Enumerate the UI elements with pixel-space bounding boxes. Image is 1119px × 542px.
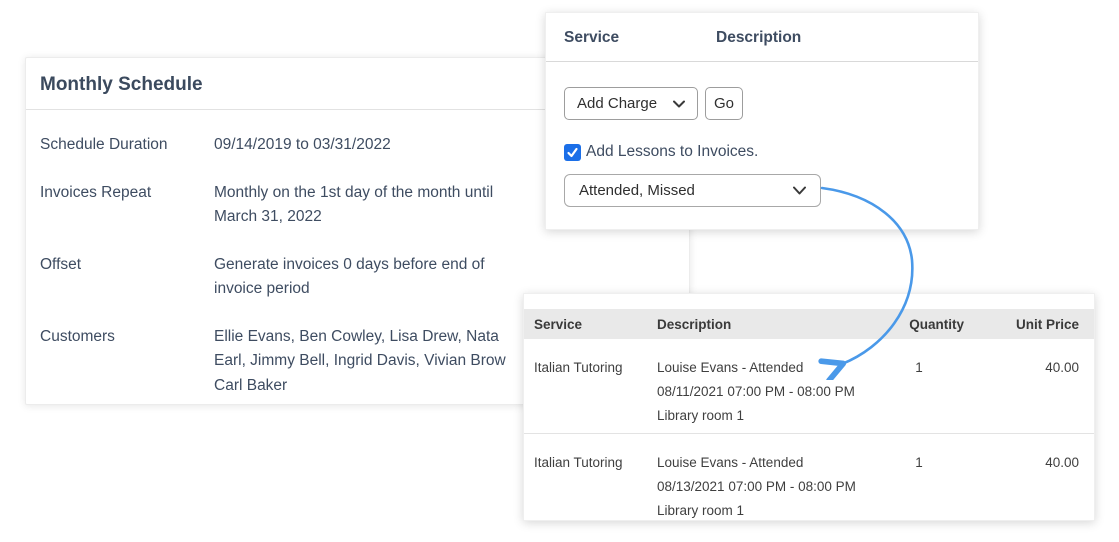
page-title: Monthly Schedule: [40, 74, 203, 95]
invoices-repeat-value: Monthly on the 1st day of the month unti…: [214, 183, 494, 226]
description-column-header: Description: [716, 29, 802, 46]
add-charge-panel: Service Description Add Charge Go Add Le…: [545, 12, 979, 230]
customers-label: Customers: [40, 327, 115, 345]
invoices-repeat-row: Invoices Repeat Monthly on the 1st day o…: [40, 181, 675, 230]
invoice-col-unit-price: Unit Price: [1015, 316, 1079, 332]
row-unit-price: 40.00: [1045, 360, 1079, 375]
invoices-repeat-label: Invoices Repeat: [40, 183, 152, 201]
table-row: Italian Tutoring Louise Evans - Attended…: [524, 339, 1094, 434]
invoice-col-service: Service: [534, 316, 583, 332]
row-quantity: 1: [915, 360, 923, 375]
lesson-status-select-value: Attended, Missed: [579, 182, 695, 199]
checkmark-icon: [567, 147, 578, 157]
chevron-down-icon: [793, 182, 806, 199]
offset-value: Generate invoices 0 days before end of i…: [214, 255, 485, 298]
charge-panel-divider: [546, 61, 978, 62]
invoice-items-panel: Service Description Quantity Unit Price …: [523, 293, 1095, 521]
customers-value: Ellie Evans, Ben Cowley, Lisa Drew, Nata…: [214, 327, 506, 394]
add-charge-controls: Add Charge Go: [564, 87, 960, 120]
go-button[interactable]: Go: [705, 87, 743, 120]
add-lessons-checkbox-label: Add Lessons to Invoices.: [586, 143, 759, 160]
row-service: Italian Tutoring: [534, 360, 623, 375]
chevron-down-icon: [673, 95, 685, 112]
schedule-duration-row: Schedule Duration 09/14/2019 to 03/31/20…: [40, 133, 675, 158]
add-lessons-checkbox[interactable]: [564, 143, 581, 161]
schedule-duration-label: Schedule Duration: [40, 136, 168, 153]
monthly-schedule-card-header: Monthly Schedule: [26, 58, 689, 110]
row-service: Italian Tutoring: [534, 455, 623, 470]
invoice-table-header: Service Description Quantity Unit Price: [524, 309, 1094, 339]
offset-row: Offset Generate invoices 0 days before e…: [40, 253, 675, 302]
charge-panel-headers: Service Description: [546, 13, 978, 47]
service-column-header: Service: [564, 29, 620, 46]
invoice-col-description: Description: [657, 316, 732, 332]
row-description: Louise Evans - Attended 08/13/2021 07:00…: [657, 455, 856, 518]
offset-label: Offset: [40, 255, 82, 273]
row-unit-price: 40.00: [1045, 455, 1079, 470]
add-charge-select-value: Add Charge: [577, 95, 658, 112]
add-lessons-row: Add Lessons to Invoices.: [564, 143, 960, 161]
customers-row: Customers Ellie Evans, Ben Cowley, Lisa …: [40, 325, 675, 399]
table-row: Italian Tutoring Louise Evans - Attended…: [524, 434, 1094, 523]
schedule-duration-value: 09/14/2019 to 03/31/2022: [214, 136, 391, 153]
lesson-status-select[interactable]: Attended, Missed: [564, 174, 821, 207]
schedule-detail-rows: Schedule Duration 09/14/2019 to 03/31/20…: [26, 110, 689, 398]
add-charge-select[interactable]: Add Charge: [564, 87, 698, 120]
row-description: Louise Evans - Attended 08/11/2021 07:00…: [657, 360, 855, 423]
invoice-col-quantity: Quantity: [909, 316, 964, 332]
row-quantity: 1: [915, 455, 923, 470]
